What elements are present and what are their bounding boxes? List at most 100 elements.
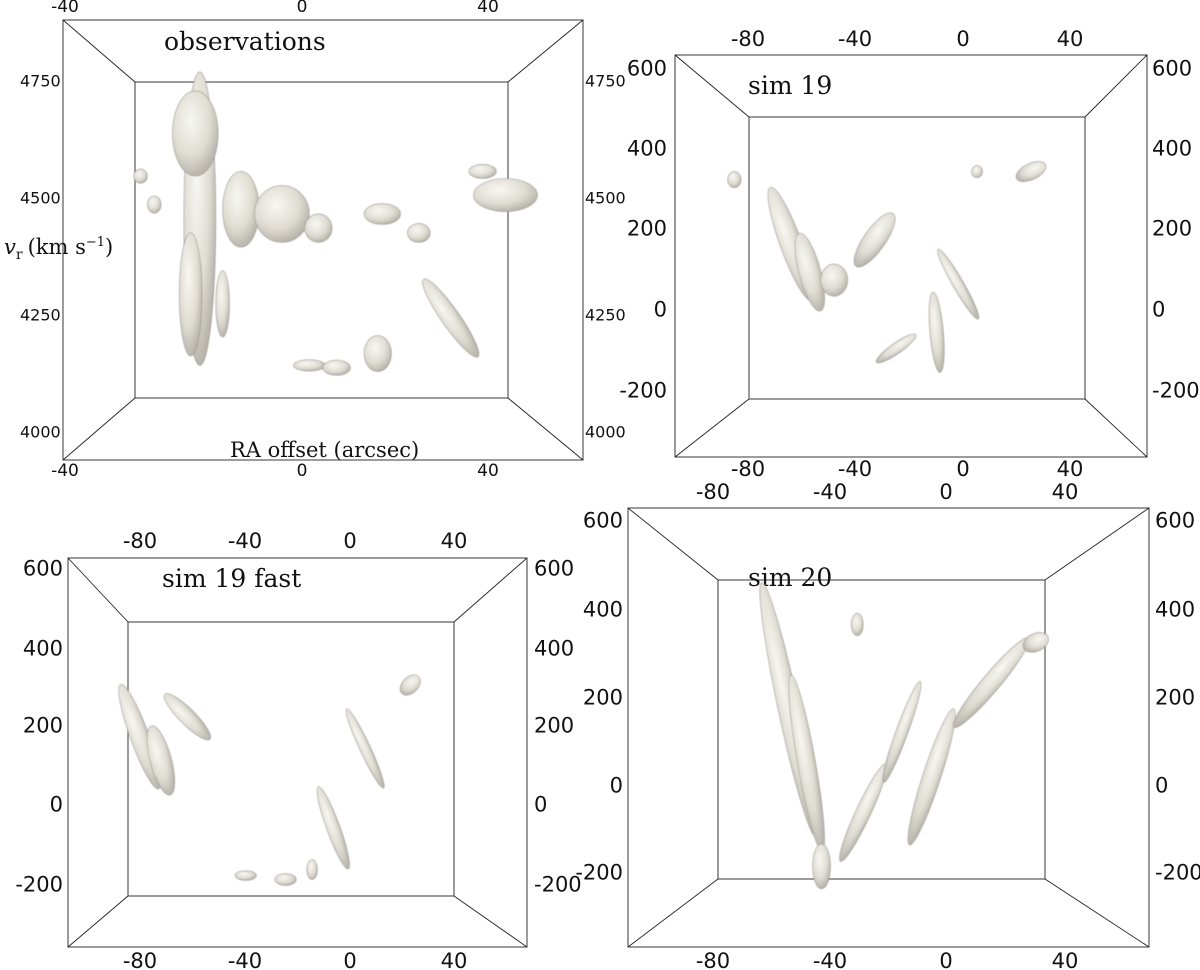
inner-frame — [748, 116, 1086, 400]
x-tick-label-bottom: -80 — [123, 949, 157, 970]
isosurface-blob — [788, 674, 825, 852]
y-tick-label-right: 4750 — [585, 72, 626, 91]
isosurface-group — [759, 582, 1049, 890]
isosurface-blob — [163, 693, 211, 741]
isosurface-blob — [907, 708, 956, 846]
y-tick-label-right: 4000 — [585, 423, 626, 442]
y-tick-label-right: 0 — [1155, 773, 1168, 797]
isosurface-blob — [971, 165, 983, 178]
isosurface-blob — [473, 178, 538, 212]
x-tick-label-top: 40 — [1057, 27, 1084, 51]
isosurface-blob — [1022, 632, 1049, 653]
y-tick-label-left: 400 — [583, 597, 623, 621]
isosurface-blob — [316, 786, 350, 870]
isosurface-blob — [179, 232, 203, 357]
y-tick-label-right: 4250 — [585, 306, 626, 325]
panel-observations: observations RA offset (arcsec) vr (km s−… — [4, 27, 419, 462]
perspective-edge — [627, 878, 719, 948]
perspective-edge — [674, 398, 750, 458]
isosurface-blob — [422, 278, 480, 358]
panel-sim-19: sim 19 — [748, 71, 832, 100]
y-tick-label-right: 200 — [534, 713, 574, 737]
perspective-edge — [1084, 398, 1148, 458]
y-tick-label-left: 4000 — [20, 423, 61, 442]
panel-title: sim 19 — [748, 71, 832, 100]
y-tick-label-left: 0 — [654, 297, 667, 321]
perspective-edge — [1044, 878, 1150, 948]
perspective-edge — [453, 895, 528, 948]
y-tick-label-right: 400 — [1152, 136, 1192, 160]
isosurface-blob — [304, 213, 333, 243]
perspective-edge — [674, 54, 750, 118]
isosurface-blob — [345, 708, 385, 789]
x-tick-label-top: -80 — [696, 480, 730, 504]
y-tick-label-right: 4500 — [585, 189, 626, 208]
isosurface-blob — [274, 873, 297, 886]
panel-sim-19-fast: sim 19 fast — [162, 564, 301, 593]
y-tick-label-left: 600 — [583, 508, 623, 532]
x-tick-label-bottom: 40 — [1052, 949, 1079, 970]
y-axis-label: vr (km s−1) — [4, 235, 113, 263]
inner-frame — [134, 81, 509, 399]
x-tick-label-bottom: -40 — [51, 461, 79, 481]
x-tick-label-top: 40 — [1052, 480, 1079, 504]
isosurface-blob — [882, 681, 922, 783]
y-tick-label-right: 600 — [534, 556, 574, 580]
x-tick-label-top: -40 — [813, 480, 847, 504]
x-tick-label-top: 40 — [477, 0, 499, 17]
isosurface-group — [727, 161, 1047, 373]
panel-title: observations — [164, 27, 326, 56]
y-tick-label-left: 400 — [627, 136, 667, 160]
y-tick-label-right: -200 — [1152, 378, 1200, 402]
isosurface-blob — [322, 359, 351, 376]
perspective-edge — [1044, 507, 1150, 581]
y-tick-label-left: 4250 — [20, 306, 61, 325]
isosurface-blob — [468, 164, 497, 179]
x-axis-label: RA offset (arcsec) — [230, 438, 419, 462]
x-tick-label-top: 0 — [956, 27, 969, 51]
isosurface-blob — [928, 292, 945, 373]
perspective-edge — [67, 557, 129, 623]
y-tick-label-left: 200 — [627, 216, 667, 240]
x-tick-label-top: 0 — [297, 0, 308, 17]
y-tick-label-left: 400 — [23, 636, 63, 660]
panel-frame-0: -40 -40 0 0 40 40 4000 4000 4250 4250 4500 4500 4750… — [20, 0, 626, 481]
outer-frame — [627, 507, 1150, 948]
x-tick-label-top: -40 — [228, 529, 262, 553]
isosurface-blob — [146, 725, 175, 796]
perspective-edge — [67, 895, 129, 948]
y-tick-label-right: 600 — [1152, 56, 1192, 80]
y-tick-label-right: -200 — [534, 872, 582, 896]
y-tick-label-left: 4750 — [20, 72, 61, 91]
isosurface-blob — [399, 674, 421, 696]
y-tick-label-left: 600 — [627, 56, 667, 80]
isosurface-blob — [853, 212, 896, 268]
isosurface-group — [118, 674, 421, 886]
y-tick-label-left: 0 — [610, 773, 623, 797]
x-tick-label-top: -40 — [838, 27, 872, 51]
isosurface-blob — [254, 185, 310, 243]
inner-frame — [127, 621, 455, 897]
panel-frame-2: -80 -80 -40 -40 0 0 40 40 -200 -200 0 0 200 200 400 400… — [15, 529, 581, 970]
x-tick-label-top: 0 — [343, 529, 356, 553]
isosurface-blob — [147, 195, 162, 214]
isosurface-blob — [293, 359, 326, 372]
isosurface-blob — [234, 870, 257, 881]
x-tick-label-bottom: -40 — [813, 949, 847, 970]
y-tick-label-right: 400 — [1155, 597, 1195, 621]
x-tick-label-top: -80 — [123, 529, 157, 553]
y-tick-label-left: 200 — [23, 713, 63, 737]
isosurface-blob — [407, 223, 431, 243]
x-tick-label-bottom: 0 — [939, 949, 952, 970]
inner-frame — [717, 579, 1046, 880]
y-tick-label-left: -200 — [619, 378, 667, 402]
outer-frame — [67, 557, 528, 948]
outer-frame — [62, 19, 584, 461]
y-tick-label-left: -200 — [15, 872, 63, 896]
panel-frame-3: -80 -80 -40 -40 0 0 40 40 -200 -200 0 0 200 200 400 400… — [575, 480, 1200, 970]
y-tick-label-right: -200 — [1155, 860, 1200, 884]
isosurface-blob — [937, 248, 980, 320]
isosurface-blob — [875, 333, 917, 364]
y-tick-label-right: 400 — [534, 636, 574, 660]
